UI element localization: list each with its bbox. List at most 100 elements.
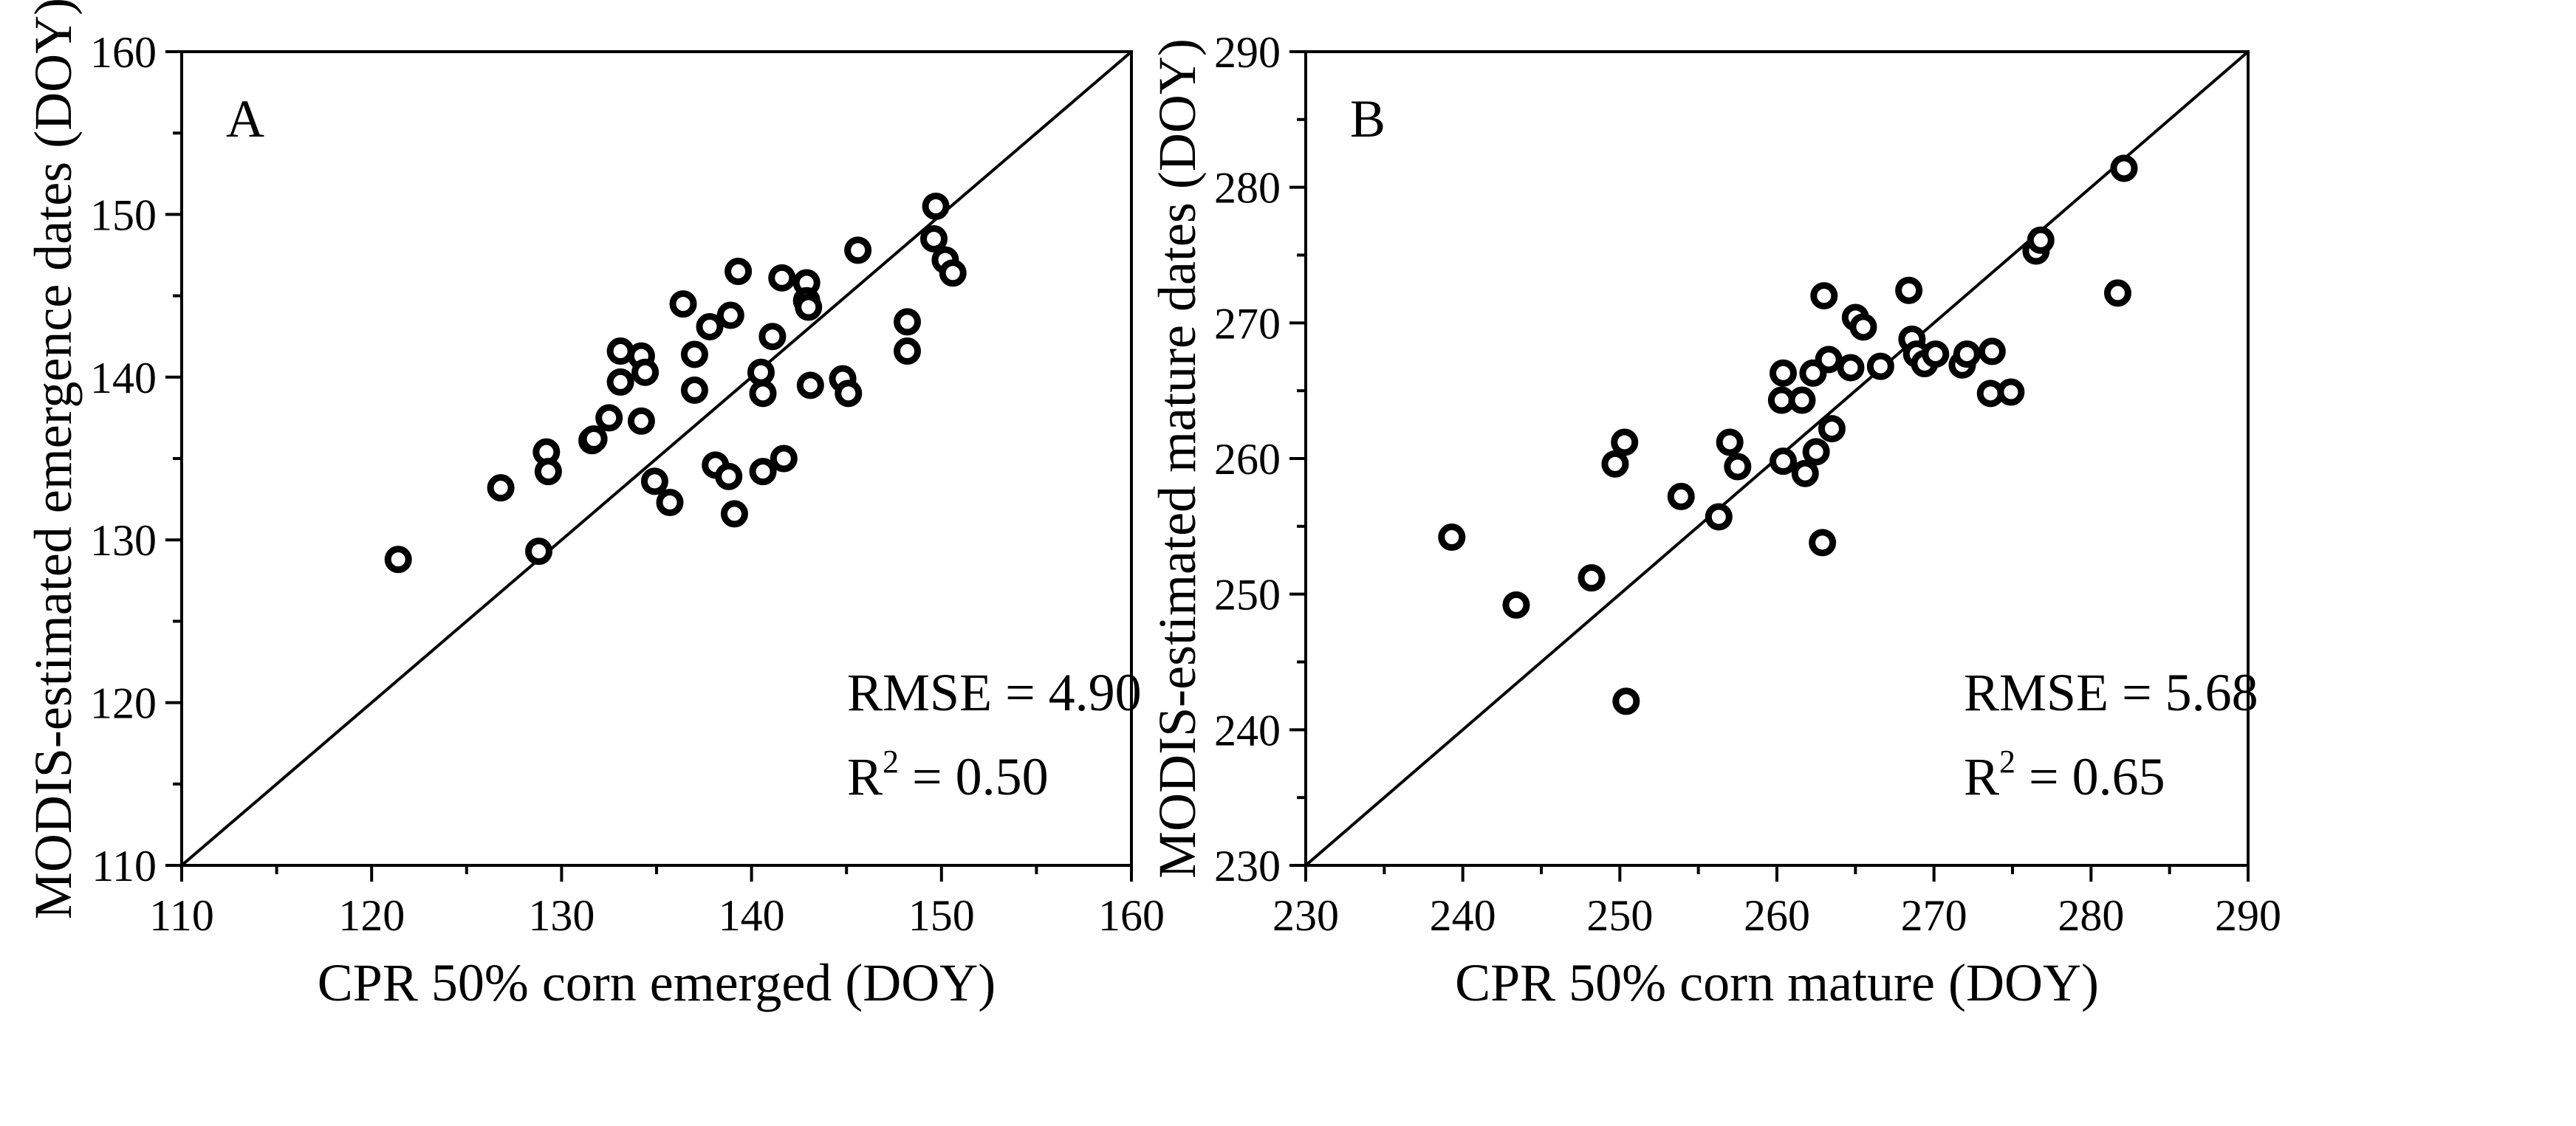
data-point-a (580, 425, 608, 453)
y-axis-title-a: MODIS-estimated emergence dates (DOY) (24, 0, 83, 919)
data-point-a (525, 538, 553, 566)
ticks-group-a: 110 120 130 140 150 160 110 120 130 140 150 160 (90, 28, 1165, 940)
data-point-a (696, 312, 724, 340)
data-point-a (795, 293, 823, 321)
ticks-group-b: 230 240 250 260 270 280 290 230 240 250 260 270 280 2… (1214, 28, 2281, 940)
data-point-a (487, 474, 515, 502)
x-tick-label-a: 160 (1098, 891, 1165, 940)
data-point-b (1818, 415, 1846, 443)
data-point-b (1895, 276, 1923, 304)
data-point-a (770, 444, 798, 473)
x-tick-label-a: 150 (908, 891, 975, 940)
data-point-a (680, 376, 708, 404)
data-point-b (1705, 503, 1733, 531)
data-point-a (720, 500, 748, 528)
data-point-a (749, 458, 777, 486)
data-point-b (1724, 453, 1752, 481)
data-point-a (669, 290, 697, 318)
x-tick-label-b: 290 (2215, 891, 2281, 940)
y-axis-title-b: MODIS-estimated mature dates (DOY) (1148, 38, 1207, 879)
rmse-label-a: RMSE = 4.90 (847, 663, 1142, 722)
data-point-b (1667, 482, 1695, 510)
r2-label-a: R2 = 0.50 (847, 744, 1049, 806)
data-point-a (656, 489, 684, 517)
data-point-a (534, 458, 562, 486)
r2-label-b: R2 = 0.65 (1964, 744, 2165, 806)
x-tick-label-b: 250 (1586, 891, 1653, 940)
x-tick-label-b: 260 (1744, 891, 1810, 940)
data-point-a (894, 337, 922, 365)
data-point-b (1837, 354, 1865, 382)
data-point-b (1922, 340, 1950, 368)
data-point-a (747, 358, 775, 386)
data-point-a (724, 258, 753, 286)
y-tick-label-a: 160 (90, 28, 157, 77)
panel-label-a: A (226, 89, 264, 148)
data-point-b (1953, 340, 1981, 368)
y-tick-label-a: 130 (90, 516, 157, 565)
data-point-b (1802, 438, 1830, 466)
points-group-a (384, 192, 967, 574)
panel-b: 230 240 250 260 270 280 290 230 240 250 260 270 280 2… (1148, 28, 2281, 1012)
data-point-b (1866, 352, 1894, 380)
data-point-a (758, 323, 787, 351)
data-point-b (1716, 428, 1744, 456)
data-point-b (1978, 337, 2006, 365)
x-tick-label-a: 140 (719, 891, 785, 940)
data-point-a (835, 380, 863, 408)
points-group-b (1438, 154, 2138, 715)
data-point-a (716, 301, 744, 329)
data-point-a (627, 407, 655, 435)
x-tick-label-b: 270 (1901, 891, 1967, 940)
r2-prefix-b: R (1964, 747, 1999, 806)
r2-value-a: = 0.50 (899, 747, 1049, 806)
data-point-a (384, 546, 412, 574)
y-tick-label-b: 260 (1214, 435, 1281, 484)
data-point-b (1788, 386, 1816, 414)
data-point-a (768, 264, 796, 292)
data-point-a (606, 368, 634, 396)
data-point-b (1601, 450, 1629, 478)
panel-label-b: B (1350, 89, 1385, 148)
data-point-a (680, 340, 708, 368)
y-tick-label-b: 290 (1214, 28, 1281, 77)
y-tick-label-a: 150 (90, 190, 157, 239)
y-tick-label-b: 240 (1214, 706, 1281, 755)
data-point-b (1578, 564, 1606, 592)
x-tick-label-b: 240 (1430, 891, 1496, 940)
x-axis-title-b: CPR 50% corn mature (DOY) (1455, 953, 2099, 1012)
data-point-b (1438, 523, 1466, 552)
x-tick-label-a: 120 (338, 891, 405, 940)
data-point-b (1770, 359, 1798, 387)
y-tick-label-b: 280 (1214, 164, 1281, 213)
data-point-b (1502, 591, 1530, 619)
data-point-a (595, 404, 623, 432)
y-tick-label-a: 120 (90, 679, 157, 728)
data-point-a (922, 192, 950, 220)
data-point-a (796, 371, 824, 399)
panel-a: 110 120 130 140 150 160 110 120 130 140 150 160 A R… (24, 0, 1165, 1012)
x-tick-label-b: 230 (1272, 891, 1339, 940)
x-tick-label-a: 130 (528, 891, 595, 940)
y-tick-label-b: 270 (1214, 299, 1281, 348)
data-point-a (939, 259, 967, 287)
data-point-b (1997, 378, 2025, 406)
r2-superscript-b: 2 (1999, 744, 2015, 780)
y-tick-label-b: 230 (1214, 842, 1281, 890)
r2-superscript-a: 2 (883, 744, 899, 780)
y-tick-label-a: 140 (90, 354, 157, 402)
data-point-b (2027, 226, 2055, 254)
data-point-b (2110, 154, 2138, 182)
r2-prefix-a: R (847, 747, 883, 806)
data-point-b (1612, 687, 1640, 715)
data-point-b (1849, 313, 1877, 341)
r2-value-b: = 0.65 (2015, 747, 2165, 806)
data-point-b (1770, 447, 1798, 476)
y-tick-label-b: 250 (1214, 571, 1281, 619)
data-point-b (1810, 282, 1838, 310)
data-point-b (2103, 279, 2131, 307)
data-point-a (920, 224, 948, 253)
data-point-b (1611, 428, 1639, 456)
x-tick-label-a: 110 (149, 891, 214, 940)
